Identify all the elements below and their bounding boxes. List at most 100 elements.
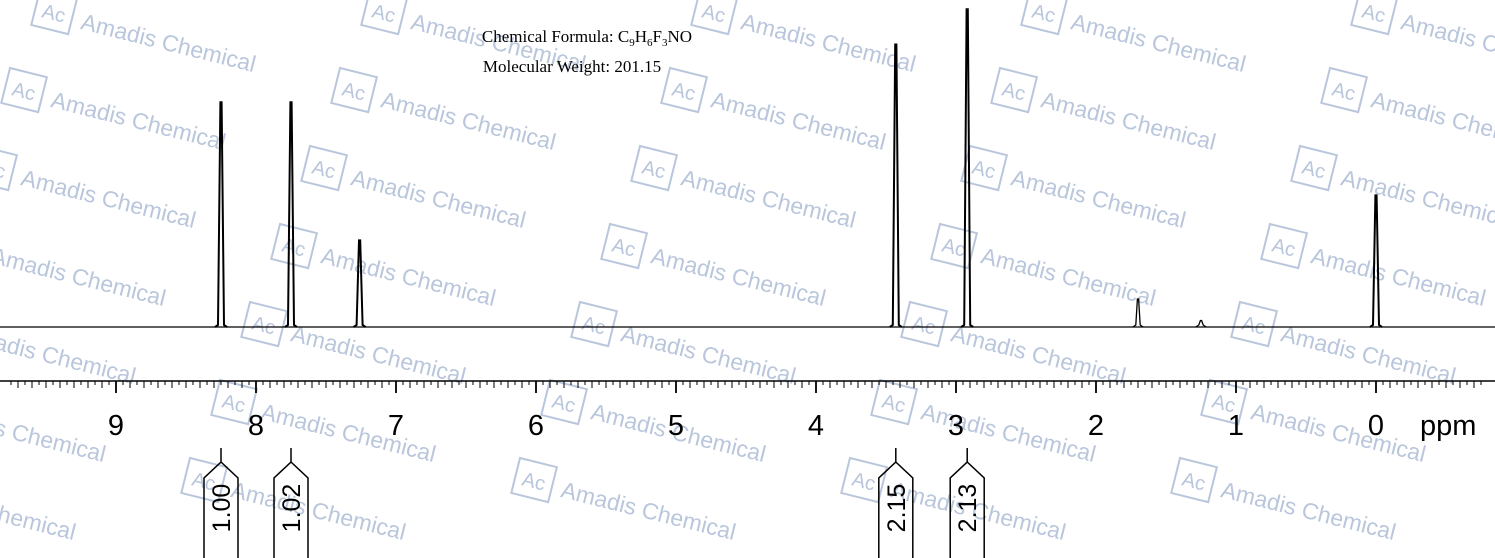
watermark-text: Amadis Chemical [979,242,1159,311]
watermark-text: Amadis Chemical [0,320,139,389]
watermark-text: Amadis Chemical [0,398,109,467]
peak [1195,319,1207,328]
watermark-text: Amadis Chemical [1009,164,1189,233]
watermark-text: Amadis Chemical [259,398,439,467]
watermark-logo: Ac [40,1,68,28]
integral-bracket: 1.00 [203,448,239,558]
watermark-logo: Ac [1180,469,1208,496]
watermark-stamp: Ac Amadis Chemical [1230,300,1459,389]
watermark-logo: Ac [700,1,728,28]
integral-bracket: 2.15 [878,448,914,558]
tick-label: 9 [108,410,124,442]
watermark-text: Amadis Chemical [49,86,229,155]
watermark-text: Amadis Chemical [919,398,1099,467]
watermark-stamp: Ac Amadis Chemical [210,378,439,467]
tick-label: 0 [1368,410,1384,442]
watermark-logo: Ac [1000,79,1028,106]
watermark-logo: Ac [1030,1,1058,28]
integral-value: 1.00 [208,484,236,533]
watermark-logo: Ac [550,391,578,418]
formula-part: 9 [629,37,635,49]
watermark-logo: Ac [850,469,878,496]
integrals: 1.00 1.02 2.15 2.13 [203,448,985,558]
integral-value: 2.15 [883,484,911,533]
peak [214,101,228,328]
watermark-text: Amadis Chemical [739,8,919,77]
tick-label: 3 [948,410,964,442]
x-axis: 9 8 7 6 5 4 3 2 1 0 [0,380,1495,442]
watermark-logo: Ac [10,79,38,106]
watermark-text: Amadis Chemical [1309,242,1489,311]
formula-part: C [618,27,629,46]
watermark-logo: Ac [1240,313,1268,340]
chart-header: Chemical Formula: C9H6F3NO Molecular Wei… [482,27,692,76]
watermark-text: Amadis Chemical [709,86,889,155]
watermark-text: Amadis Chemical [319,242,499,311]
watermark-stamp: Ac Amadis Chemical [990,66,1219,155]
integral-bracket: 1.02 [273,448,309,558]
tick-label: 7 [388,410,404,442]
watermark-logo: Ac [520,469,548,496]
watermark-text: Amadis Chemical [1249,398,1429,467]
formula-part: F [653,27,662,46]
watermark-text: Amadis Chemical [229,476,409,545]
watermark-logo: Ac [1300,157,1328,184]
tick-label: 8 [248,410,264,442]
watermark-stamp: Ac Amadis Chemical [0,66,229,155]
watermark-stamp: Ac Amadis Chemical [240,300,469,389]
formula-part: 3 [662,37,668,49]
watermark-stamp: Ac Amadis Chemical [30,0,259,77]
watermark-text: Amadis Chemical [289,320,469,389]
peak [889,43,903,328]
watermark-text: Amadis Chemical [559,476,739,545]
peak [353,239,367,328]
watermark-text: Amadis Chemical [349,164,529,233]
watermark-logo: Ac [580,313,608,340]
watermark-logo: Ac [910,313,938,340]
watermark-logo: Ac [220,391,248,418]
watermark-logo: Ac [250,313,278,340]
watermark-text: Amadis Chemical [1279,320,1459,389]
watermark-text: Amadis Chemical [1069,8,1249,77]
watermark-stamp: Ac Amadis Chemical [1020,0,1249,77]
formula-part: H [635,27,647,46]
tick-label: 4 [808,410,824,442]
tick-label: 6 [528,410,544,442]
watermark-text: Amadis Chemical [0,476,79,545]
chemical-formula: Chemical Formula: C9H6F3NO [482,27,692,49]
tick-label: 2 [1088,410,1104,442]
watermark-logo: Ac [370,1,398,28]
watermark-stamp: Ac Amadis Chemical [690,0,919,77]
formula-part: NO [668,27,693,46]
watermark-text: Amadis Chemical [679,164,859,233]
watermark-text: Amadis Chemical [1399,8,1495,77]
watermark-logo: Ac [310,157,338,184]
watermark-stamp: Ac Amadis Chemical [0,144,199,233]
watermark-text: Amadis Chemical [379,86,559,155]
watermark-text: Amadis Chemical [19,164,199,233]
watermark-stamp: Ac Amadis Chemical [300,144,529,233]
watermark-text: Amadis Chemical [79,8,259,77]
spectrum-trace [0,8,1495,328]
watermark-stamp: Ac Amadis Chemical [510,456,739,545]
watermark-text: Amadis Chemical [1039,86,1219,155]
watermark-logo: Ac [670,79,698,106]
watermark-logo: Ac [0,157,8,184]
watermark-text: Amadis Chemical [1369,86,1495,155]
watermark-stamp: Ac Amadis Chemical [660,66,889,155]
